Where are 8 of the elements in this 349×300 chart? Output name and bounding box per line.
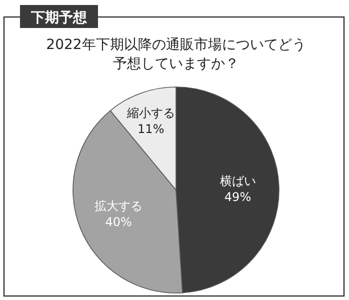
data-label: 40% xyxy=(105,214,132,229)
chart-subtitle: 下期予想 xyxy=(30,10,88,26)
data-label: 49% xyxy=(224,190,252,204)
data-label: 11% xyxy=(138,122,164,136)
slice-label: 縮小する xyxy=(126,106,175,120)
chart-title: 2022年下期以降の通販市場についてどう予想していますか？ xyxy=(46,37,306,72)
slice-label: 横ばい xyxy=(220,174,256,188)
slice-label: 拡大する xyxy=(94,198,143,213)
